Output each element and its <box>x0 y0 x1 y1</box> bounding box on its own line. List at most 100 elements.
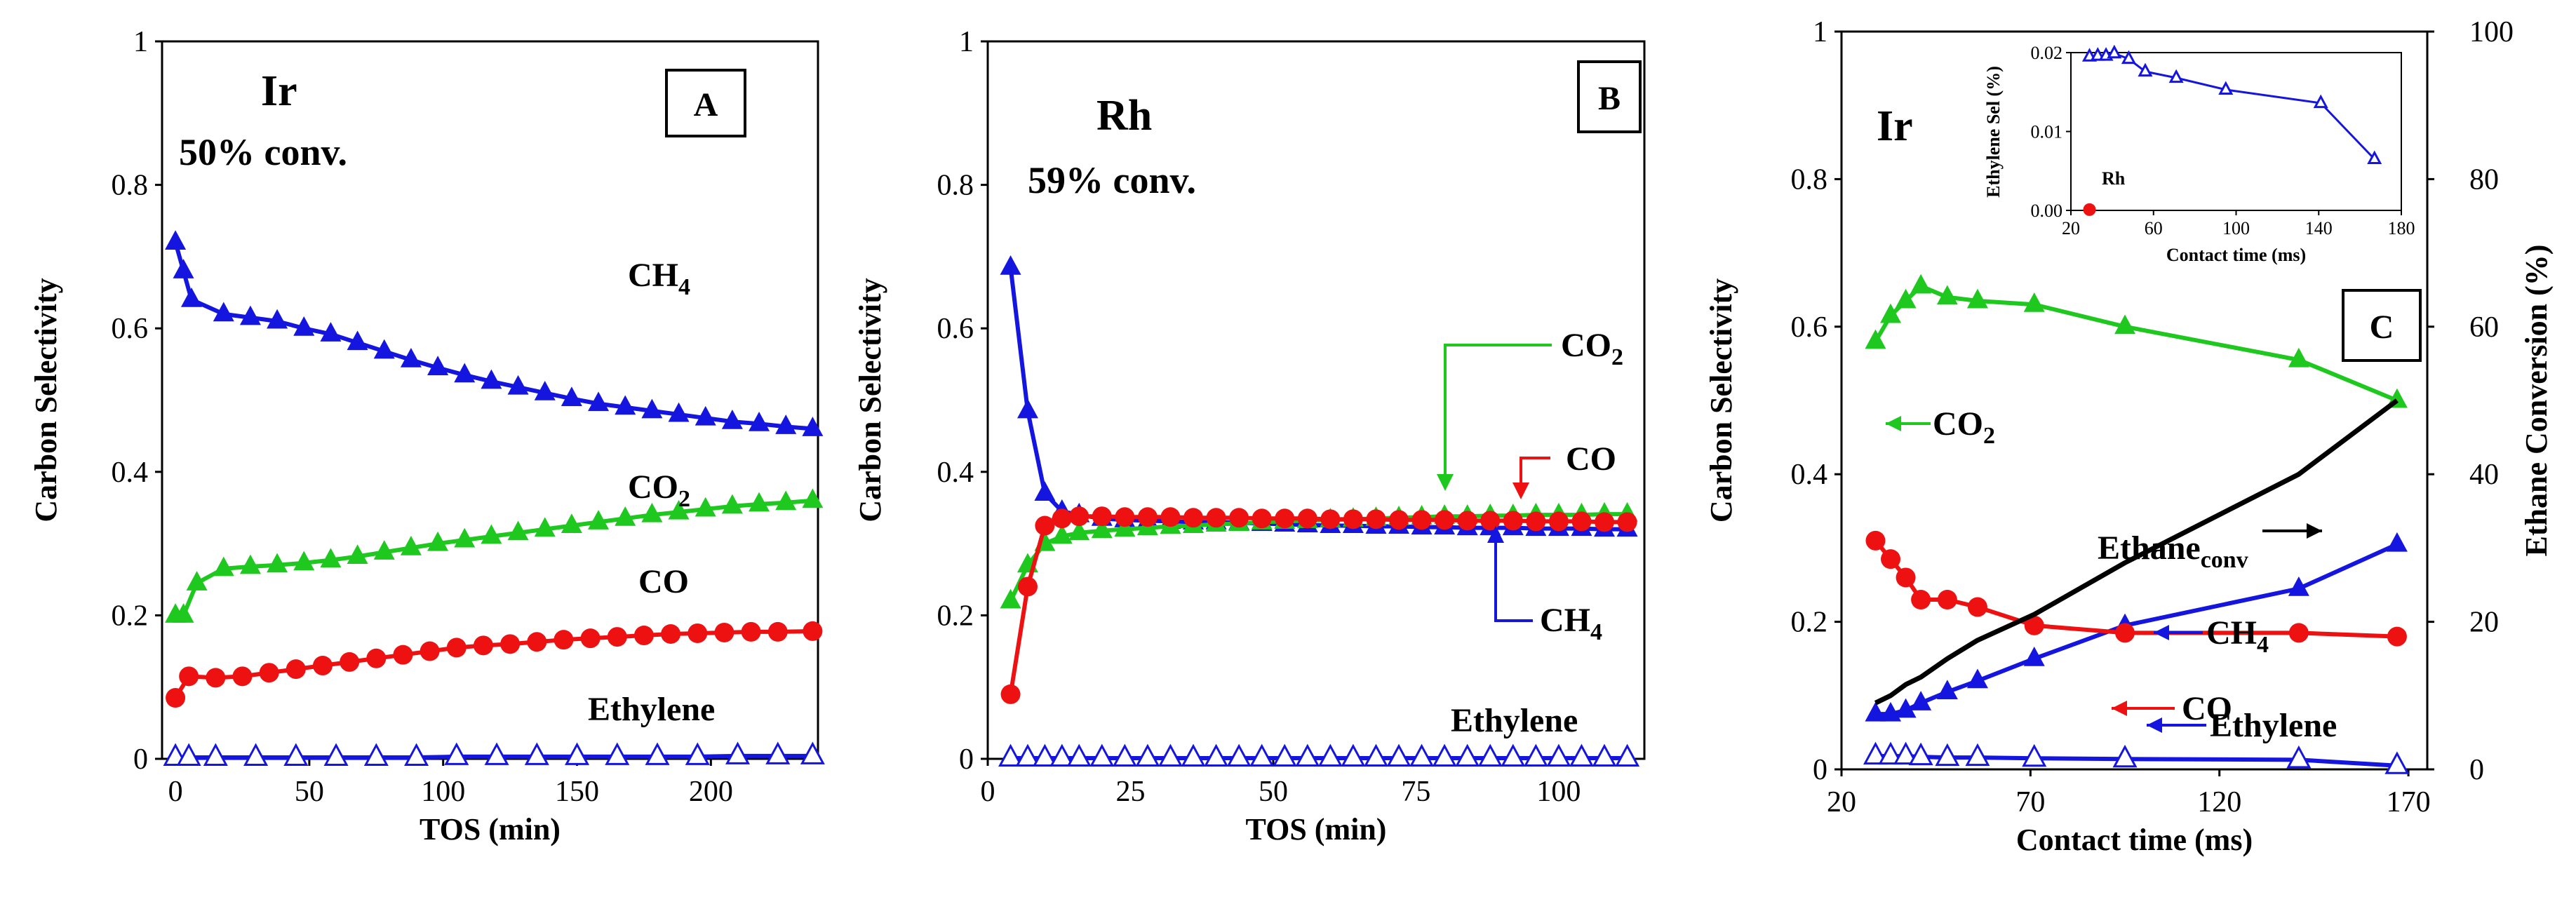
series-ethylene <box>163 741 825 766</box>
co2-point <box>1091 518 1113 539</box>
inset-ir-ethylene-selectivity-point <box>2107 44 2122 59</box>
y-tick-label: 0 <box>959 743 974 776</box>
co2-point <box>802 488 824 508</box>
ch4-point <box>2288 576 2309 596</box>
co-point <box>1052 508 1072 529</box>
ch4-point <box>427 356 449 375</box>
co-point <box>393 645 413 665</box>
ethylene-point <box>203 743 228 766</box>
ch4-point <box>1910 691 1932 710</box>
inset-y-tick-label: 0.02 <box>2031 43 2063 63</box>
y-tick-label: 1 <box>133 26 148 58</box>
co2-point <box>267 553 288 573</box>
co2-point <box>173 603 194 623</box>
ethylene-label-main: Ethylene <box>1451 702 1578 739</box>
ethylene-point <box>565 742 590 765</box>
x-tick-label: 0 <box>168 776 183 808</box>
co-point <box>340 652 360 672</box>
inset-ir-ethylene-selectivity-point <box>2367 150 2382 164</box>
ethylene-point <box>1158 743 1183 767</box>
ch4-point <box>173 259 194 278</box>
co-line <box>1008 514 1628 695</box>
co-point <box>1526 511 1546 532</box>
co2-label-main: CO <box>1933 405 1983 443</box>
y-tick-label: 0.2 <box>112 600 149 632</box>
y2-tick-label: 20 <box>2469 607 2499 639</box>
ethylene-point <box>1112 743 1137 767</box>
ch4-point <box>165 230 187 250</box>
ch4-line <box>1875 542 2399 717</box>
co-point <box>1297 508 1317 529</box>
metal-label: Rh <box>1096 92 1152 140</box>
ethylene-label: Ethylene <box>1451 702 1578 739</box>
inset-background <box>1985 36 2413 281</box>
ethylene-point <box>725 741 751 764</box>
metal-label: Ir <box>1877 102 1913 150</box>
co2-point <box>427 531 449 551</box>
inset-chart: 0.00 0.01 0.02 20 60 100 140 180 Contact time (m… <box>1983 36 2415 281</box>
ethylene-point <box>1135 743 1160 767</box>
series-ethylene <box>1863 741 2410 774</box>
y2-tick-label: 80 <box>2469 163 2499 196</box>
y-tick-label: 0.2 <box>1791 607 1828 639</box>
co2-point <box>1114 517 1136 537</box>
co2-label: CO2 <box>1933 405 1995 449</box>
ch4-point <box>1895 698 1917 718</box>
co-point <box>1275 508 1295 529</box>
ch4-point <box>239 305 261 325</box>
co2-point <box>1966 288 1988 309</box>
ethylene-point <box>363 743 389 766</box>
inset-rh-ethylene-selectivity-point <box>2083 203 2096 216</box>
ethylene-point <box>1592 743 1617 767</box>
co2-point <box>1910 274 1932 294</box>
co-point <box>1571 511 1592 532</box>
ethylene-point <box>1249 743 1275 767</box>
co2-point <box>1068 520 1090 541</box>
co2-label-sub: 2 <box>1983 423 1995 449</box>
co-point <box>1389 510 1409 530</box>
ch4-point <box>213 302 234 322</box>
y-axis-title: Carbon Selectivity <box>1704 278 1738 522</box>
series-co2 <box>165 488 824 623</box>
ch4-label-sub: 4 <box>678 274 690 300</box>
ethylene-point <box>1432 743 1457 767</box>
inset-rh-label: Rh <box>2102 168 2126 189</box>
ethylene-point <box>2384 751 2410 774</box>
y2-tick-label: 40 <box>2469 459 2499 491</box>
co-point <box>607 627 627 647</box>
co-line <box>1874 539 2398 639</box>
co-point <box>1343 509 1363 530</box>
co2-point <box>2114 314 2136 335</box>
ch4-point <box>507 375 529 395</box>
co-point <box>420 641 440 661</box>
inset-y-tick-label: 0.01 <box>2031 122 2063 142</box>
metal-label: Ir <box>261 67 297 115</box>
co-point <box>206 668 226 688</box>
ethane-conv-label: Ethaneconv <box>2098 530 2248 573</box>
inset-x-tick-label: 20 <box>2062 218 2080 238</box>
series-co <box>1865 530 2407 647</box>
ethylene-point <box>1863 741 1888 765</box>
y-tick-label: 0.6 <box>1791 311 1828 344</box>
inset-ir-ethylene-selectivity <box>2081 44 2382 164</box>
co2-label-main: CO <box>1561 327 1611 364</box>
co2-arrow-shaft <box>1444 344 1552 477</box>
co-point <box>661 623 681 644</box>
ethylene-point <box>1386 743 1411 767</box>
ch4-line <box>1008 267 1628 532</box>
ethylene-point <box>1409 743 1435 767</box>
ethylene-point <box>1935 743 1960 767</box>
ch4-arrow-shaft <box>1494 540 1533 622</box>
ch4-point <box>775 414 797 434</box>
y-tick-label: 0.4 <box>112 457 149 489</box>
co2-point <box>641 502 663 522</box>
series-ch4 <box>1865 532 2408 722</box>
inset-ir-ethylene-selectivity-point <box>2168 69 2184 83</box>
ethylene-point <box>1272 743 1297 767</box>
x-tick-label: 100 <box>1536 776 1581 808</box>
ethylene-point <box>1015 743 1040 767</box>
y-axis-title: Carbon Selectivity <box>853 278 887 522</box>
co-point <box>1865 530 1886 551</box>
co2-point <box>615 506 636 526</box>
